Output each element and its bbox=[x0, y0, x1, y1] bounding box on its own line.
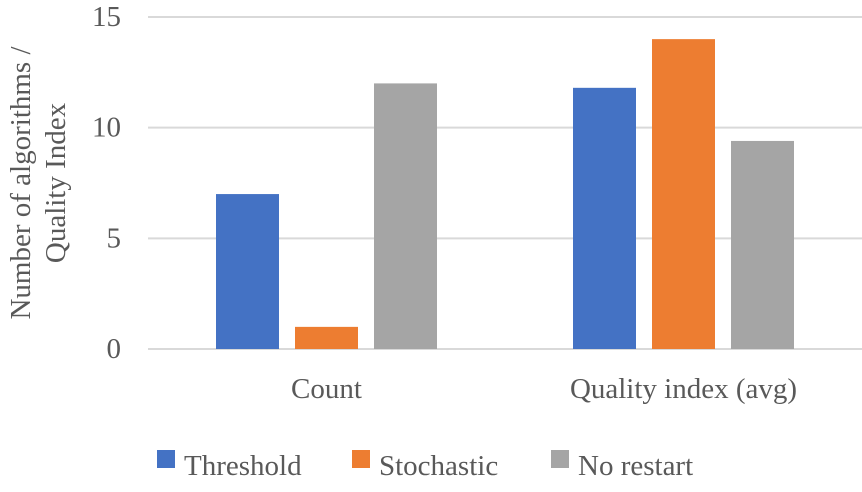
bar-threshold bbox=[216, 194, 279, 349]
y-tick-label: 10 bbox=[92, 112, 121, 144]
bar-stochastic bbox=[295, 326, 358, 349]
legend-label: Stochastic bbox=[379, 450, 498, 482]
y-tick-label: 5 bbox=[107, 222, 122, 254]
y-tick-label: 0 bbox=[107, 333, 122, 365]
y-axis-title-line: Number of algorithms / bbox=[5, 46, 37, 320]
legend-label: No restart bbox=[578, 450, 693, 482]
x-tick-label: Quality index (avg) bbox=[570, 373, 797, 405]
x-tick-labels: Count Quality index (avg) bbox=[291, 373, 797, 405]
y-axis-title: Number of algorithms / Quality Index bbox=[5, 46, 72, 320]
bar-no-restart bbox=[731, 140, 794, 349]
bar-threshold bbox=[573, 87, 636, 350]
legend-swatch bbox=[551, 450, 569, 468]
y-tick-labels: 0 5 10 15 bbox=[92, 1, 121, 365]
y-axis-title-line: Quality Index bbox=[40, 102, 72, 263]
legend-swatch bbox=[157, 450, 175, 468]
x-tick-label: Count bbox=[291, 373, 362, 405]
legend-label: Threshold bbox=[184, 450, 302, 482]
bar-no-restart bbox=[374, 83, 437, 350]
bars bbox=[216, 39, 794, 350]
y-axis-label: Number of algorithms / Quality Index bbox=[5, 46, 72, 320]
legend: Threshold Stochastic No restart bbox=[157, 450, 693, 482]
legend-swatch bbox=[352, 450, 370, 468]
y-tick-label: 15 bbox=[92, 1, 121, 33]
bar-stochastic bbox=[652, 39, 715, 350]
